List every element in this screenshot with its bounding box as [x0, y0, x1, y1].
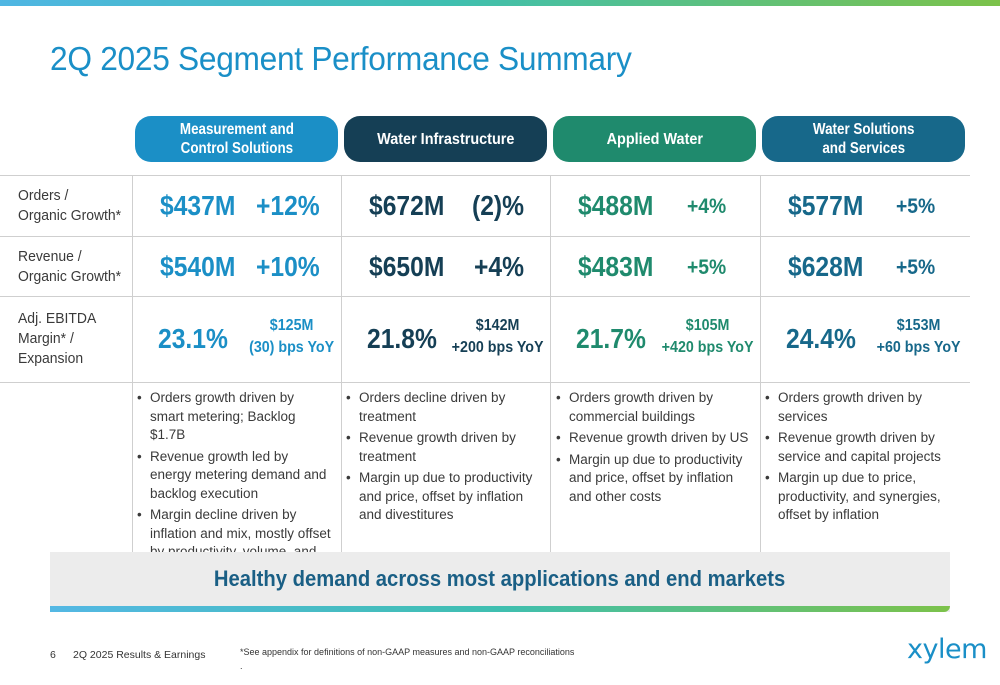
margin-expansion: +420 bps YoY	[661, 339, 754, 356]
banner-accent-bar	[50, 606, 950, 612]
ebitda-margin: 21.8%	[367, 323, 437, 354]
revenue-value: $628M	[788, 251, 864, 282]
row-label-line: Revenue /	[18, 248, 82, 265]
commentary-item: Margin up due to productivity and price,…	[345, 469, 540, 525]
row-label-orders: Orders / Organic Growth*	[18, 186, 121, 226]
row-label-line: Organic Growth*	[18, 207, 122, 224]
segment-name-line: and Services	[822, 140, 905, 157]
ebitda-detail: $125M (30) bps YoY	[241, 315, 342, 359]
revenue-growth: +5%	[896, 256, 936, 279]
ebitda-detail: $142M +200 bps YoY	[447, 315, 548, 359]
column-divider	[760, 176, 761, 553]
commentary-item: Orders growth driven by commercial build…	[555, 389, 750, 426]
ebitda-margin: 21.7%	[576, 323, 646, 354]
revenue-value: $650M	[369, 251, 445, 282]
margin-expansion: +200 bps YoY	[451, 339, 544, 356]
segment-name-line: Water Infrastructure	[376, 130, 515, 148]
segment-header-water-infrastructure: Water Infrastructure	[344, 116, 547, 162]
row-label-line: Margin* /	[18, 330, 74, 347]
ebitda-detail: $153M +60 bps YoY	[868, 315, 969, 359]
commentary-list: Orders growth driven by services Revenue…	[764, 389, 959, 528]
orders-value: $488M	[578, 190, 654, 221]
orders-value: $577M	[788, 190, 864, 221]
orders-growth: (2)%	[472, 190, 525, 221]
segment-name-line: Control Solutions	[180, 140, 293, 157]
orders-value: $672M	[369, 190, 445, 221]
takeaway-text: Healthy demand across most applications …	[50, 566, 950, 592]
row-label-line: Adj. EBITDA	[18, 310, 97, 327]
ebitda-detail: $105M +420 bps YoY	[657, 315, 758, 359]
row-label-line: Orders /	[18, 187, 69, 204]
commentary-item: Margin up due to price, productivity, an…	[764, 469, 959, 525]
footnote-mark: .	[240, 661, 243, 671]
revenue-growth: +4%	[474, 251, 525, 282]
takeaway-label: Healthy demand across most applications …	[214, 566, 786, 591]
ebitda-amount: $153M	[896, 317, 941, 334]
ebitda-margin: 23.1%	[158, 323, 228, 354]
margin-expansion: +60 bps YoY	[876, 339, 961, 356]
ebitda-amount: $125M	[269, 317, 314, 334]
commentary-item: Orders growth driven by services	[764, 389, 959, 426]
table-divider	[0, 382, 970, 383]
orders-growth: +5%	[896, 195, 936, 218]
footnote: *See appendix for definitions of non-GAA…	[240, 647, 575, 657]
segment-name-line: Measurement and	[179, 121, 294, 138]
commentary-item: Revenue growth driven by service and cap…	[764, 429, 959, 466]
row-label-line: Organic Growth*	[18, 268, 122, 285]
revenue-growth: +5%	[687, 256, 727, 279]
segment-header-water-solutions: Water Solutions and Services	[762, 116, 965, 162]
commentary-item: Orders growth driven by smart metering; …	[136, 389, 331, 445]
ebitda-amount: $142M	[475, 317, 520, 334]
table-divider	[0, 296, 970, 297]
row-label-ebitda: Adj. EBITDA Margin* / Expansion	[18, 309, 96, 369]
deck-title: 2Q 2025 Results & Earnings	[73, 649, 206, 661]
commentary-list: Orders decline driven by treatment Reven…	[345, 389, 540, 528]
xylem-logo: xylem	[907, 634, 987, 665]
margin-expansion: (30) bps YoY	[249, 339, 335, 356]
top-gradient-bar	[0, 0, 1000, 6]
orders-value: $437M	[160, 190, 236, 221]
commentary-item: Revenue growth led by energy metering de…	[136, 448, 331, 504]
table-divider	[0, 236, 970, 237]
column-divider	[550, 176, 551, 553]
revenue-value: $540M	[160, 251, 236, 282]
segment-name-line: Water Solutions	[812, 121, 915, 138]
revenue-growth: +10%	[256, 251, 320, 282]
ebitda-amount: $105M	[685, 317, 730, 334]
ebitda-margin: 24.4%	[786, 323, 856, 354]
page-number: 6	[50, 649, 56, 661]
orders-growth: +12%	[256, 190, 320, 221]
table-divider	[0, 175, 970, 176]
commentary-item: Margin up due to productivity and price,…	[555, 451, 750, 507]
commentary-list: Orders growth driven by commercial build…	[555, 389, 750, 509]
revenue-value: $483M	[578, 251, 654, 282]
segment-header-applied-water: Applied Water	[553, 116, 756, 162]
commentary-item: Revenue growth driven by treatment	[345, 429, 540, 466]
column-divider	[132, 176, 133, 553]
column-divider	[341, 176, 342, 553]
row-label-line: Expansion	[18, 350, 84, 367]
segment-name-line: Applied Water	[606, 130, 703, 148]
takeaway-banner	[50, 552, 950, 612]
segment-header-measurement: Measurement and Control Solutions	[135, 116, 338, 162]
orders-growth: +4%	[687, 195, 727, 218]
page-title: 2Q 2025 Segment Performance Summary	[50, 40, 632, 77]
commentary-item: Orders decline driven by treatment	[345, 389, 540, 426]
commentary-item: Revenue growth driven by US	[555, 429, 750, 448]
row-label-revenue: Revenue / Organic Growth*	[18, 247, 121, 287]
